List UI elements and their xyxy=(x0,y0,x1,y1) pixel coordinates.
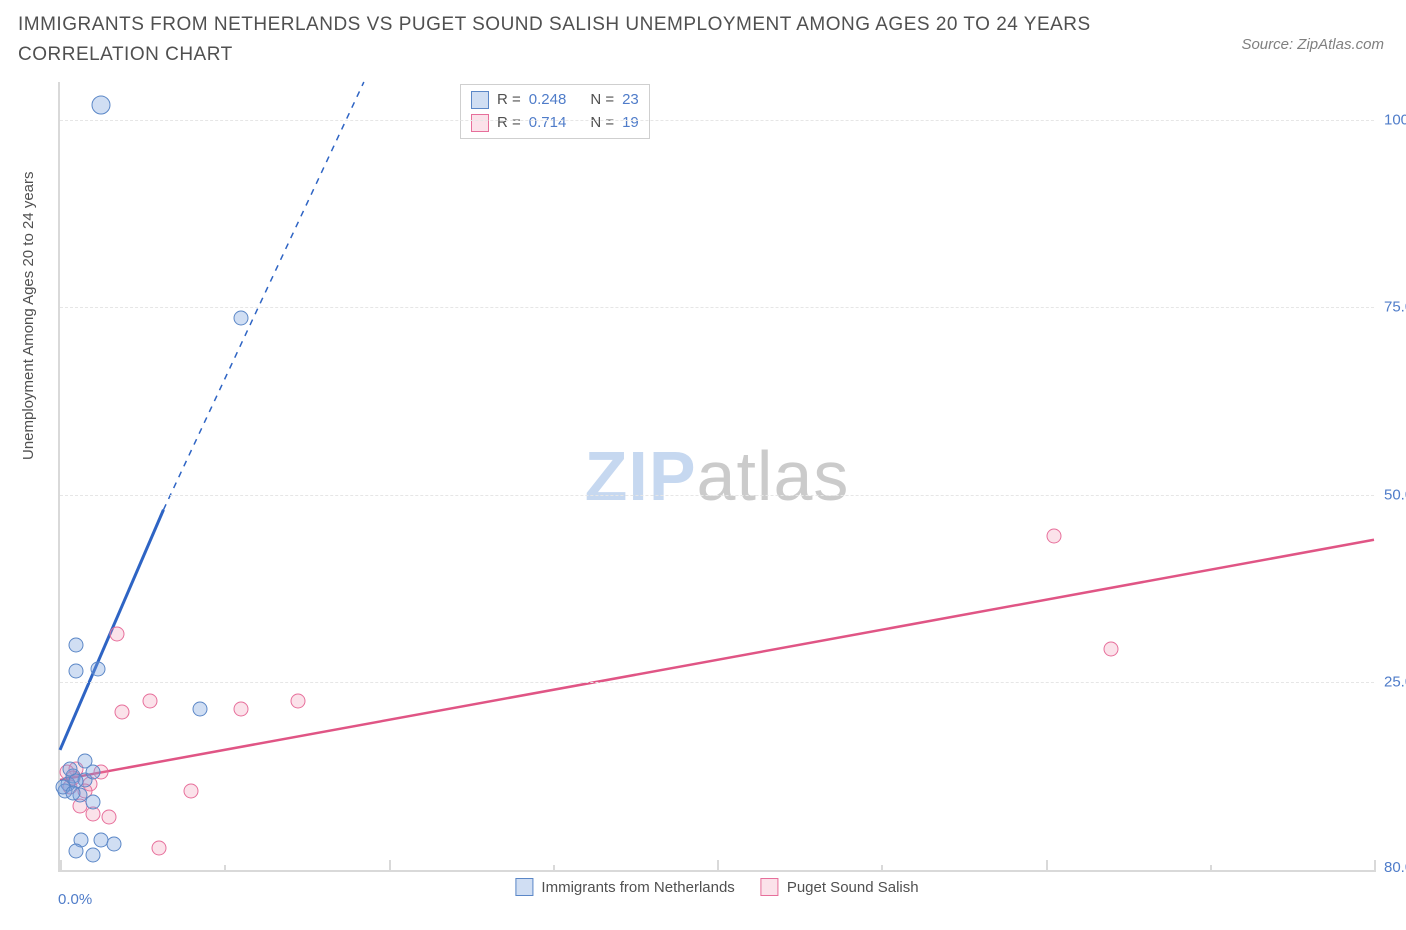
r-label: R = xyxy=(497,112,521,135)
chart-title: IMMIGRANTS FROM NETHERLANDS VS PUGET SOU… xyxy=(18,10,1118,71)
swatch-blue-icon xyxy=(471,91,489,109)
x-tick xyxy=(389,860,391,872)
data-point xyxy=(69,664,84,679)
x-tick xyxy=(717,860,719,872)
x-tick xyxy=(553,865,555,872)
pink-r-value: 0.714 xyxy=(529,112,567,135)
x-tick xyxy=(1046,860,1048,872)
gridline xyxy=(60,495,1374,496)
data-point xyxy=(143,694,158,709)
x-tick-label: 0.0% xyxy=(58,891,92,908)
n-label: N = xyxy=(590,112,614,135)
legend-item-blue: Immigrants from Netherlands xyxy=(515,878,734,896)
y-tick-label: 100.0% xyxy=(1384,111,1406,128)
data-point xyxy=(291,694,306,709)
data-point xyxy=(66,786,81,801)
data-point xyxy=(233,311,248,326)
data-point xyxy=(1104,641,1119,656)
n-label: N = xyxy=(590,89,614,112)
blue-n-value: 23 xyxy=(622,89,639,112)
legend-item-pink: Puget Sound Salish xyxy=(761,878,919,896)
data-point xyxy=(85,795,100,810)
data-point xyxy=(115,705,130,720)
y-tick-label: 25.0% xyxy=(1384,674,1406,691)
y-tick-label: 50.0% xyxy=(1384,486,1406,503)
data-point xyxy=(77,754,92,769)
source-attribution: Source: ZipAtlas.com xyxy=(1241,36,1384,53)
stats-row-blue: R = 0.248 N = 23 xyxy=(471,89,639,112)
x-tick-label: 80.0% xyxy=(1384,859,1406,876)
gridline xyxy=(60,307,1374,308)
pink-n-value: 19 xyxy=(622,112,639,135)
legend-label-pink: Puget Sound Salish xyxy=(787,879,919,896)
data-point xyxy=(102,810,117,825)
data-point xyxy=(192,701,207,716)
x-tick xyxy=(1374,860,1376,872)
data-point xyxy=(69,844,84,859)
x-tick xyxy=(60,860,62,872)
scatter-plot-area: ZIPatlas R = 0.248 N = 23 R = 0.714 N = … xyxy=(58,82,1374,872)
correlation-stats-legend: R = 0.248 N = 23 R = 0.714 N = 19 xyxy=(460,84,650,139)
series-legend: Immigrants from Netherlands Puget Sound … xyxy=(515,872,918,896)
swatch-blue-icon xyxy=(515,878,533,896)
swatch-pink-icon xyxy=(471,114,489,132)
blue-r-value: 0.248 xyxy=(529,89,567,112)
x-tick xyxy=(1210,865,1212,872)
gridline xyxy=(60,120,1374,121)
data-point xyxy=(85,848,100,863)
data-point xyxy=(1046,529,1061,544)
data-point xyxy=(107,836,122,851)
y-tick-label: 75.0% xyxy=(1384,299,1406,316)
x-tick xyxy=(881,865,883,872)
x-tick xyxy=(224,865,226,872)
data-point xyxy=(233,701,248,716)
swatch-pink-icon xyxy=(761,878,779,896)
data-point xyxy=(90,661,105,676)
trend-lines xyxy=(60,82,1374,870)
data-point xyxy=(92,95,111,114)
y-axis-label: Unemployment Among Ages 20 to 24 years xyxy=(20,171,37,460)
data-point xyxy=(184,784,199,799)
gridline xyxy=(60,682,1374,683)
data-point xyxy=(69,637,84,652)
r-label: R = xyxy=(497,89,521,112)
data-point xyxy=(151,840,166,855)
legend-label-blue: Immigrants from Netherlands xyxy=(541,879,734,896)
stats-row-pink: R = 0.714 N = 19 xyxy=(471,112,639,135)
data-point xyxy=(110,626,125,641)
